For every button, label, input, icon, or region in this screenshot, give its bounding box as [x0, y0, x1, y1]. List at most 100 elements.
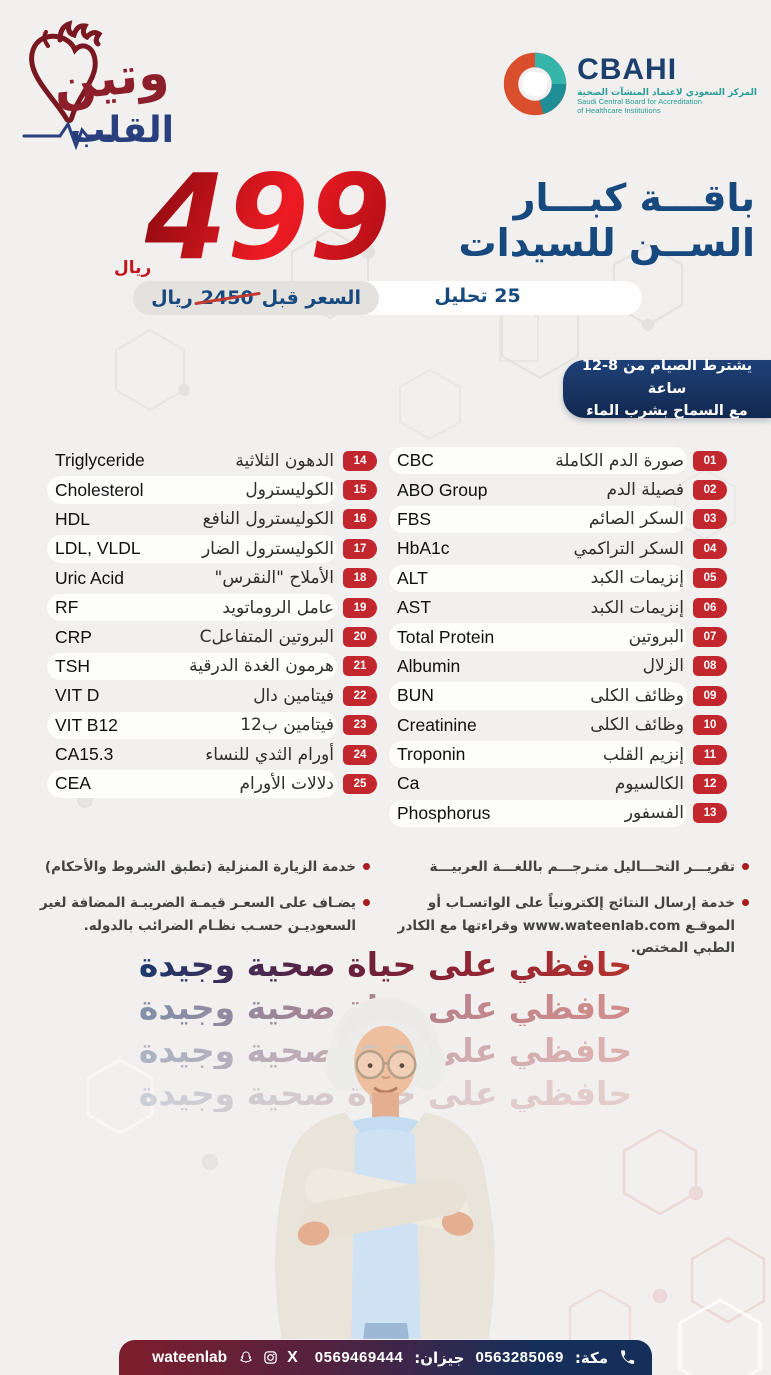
test-row: 05 إنزيمات الكبد ALT	[389, 564, 727, 593]
footer-contact-bar: مكة: 0563285069 جيزان: 0569469444 X wate…	[119, 1340, 652, 1375]
cbahi-name: CBAHI	[577, 52, 678, 86]
test-number-badge: 23	[343, 715, 377, 736]
fasting-line1: يشترط الصيام من 8-12 ساعة	[581, 358, 753, 397]
test-name-arabic: الفسفور	[624, 803, 684, 824]
fasting-line2: مع السماح بشرب الماء	[586, 403, 748, 420]
test-number-badge: 18	[343, 568, 377, 589]
test-name-english: Cholesterol	[55, 479, 144, 500]
wateen-alqalb-logo: وتين القلب	[22, 20, 174, 151]
test-row: 16 الكوليسترول النافع HDL	[55, 505, 377, 534]
test-row: 06 إنزيمات الكبد AST	[397, 593, 727, 622]
test-name-english: Troponin	[397, 744, 466, 765]
test-name-english: ALT	[397, 567, 428, 588]
tests-count-label: 25 تحليل	[434, 285, 521, 307]
heart-icon	[29, 20, 103, 123]
test-row: 22 فيتامين دال VIT D	[55, 681, 377, 710]
fasting-requirement-badge: يشترط الصيام من 8-12 ساعة مع السماح بشرب…	[563, 358, 771, 419]
package-title-line1: باقـــة كبـــار	[513, 176, 755, 220]
makkah-phone[interactable]: 0563285069	[475, 1349, 564, 1366]
notes-column-right: تقريـــر التحـــاليل متـرجـــم باللغـــة…	[377, 856, 749, 973]
test-row: 17 الكوليسترول الضار LDL, VLDL	[47, 534, 377, 563]
note-text: تقريـــر التحـــاليل متـرجـــم باللغـــة…	[429, 859, 735, 875]
test-row: 19 عامل الروماتويد RF	[47, 593, 377, 622]
snapchat-icon[interactable]	[238, 1350, 254, 1366]
test-name-english: LDL, VLDL	[55, 538, 141, 559]
bullet-dot-icon	[742, 863, 749, 870]
test-row: 04 السكر التراكمي HbA1c	[397, 534, 727, 563]
test-name-english: TSH	[55, 655, 90, 676]
bullet-dot-icon	[363, 899, 370, 907]
test-number-badge: 08	[693, 656, 727, 677]
test-name-english: Uric Acid	[55, 567, 125, 588]
test-name-english: Creatinine	[397, 714, 477, 735]
jizan-phone[interactable]: 0569469444	[314, 1349, 404, 1366]
test-name-english: Phosphorus	[397, 802, 491, 823]
test-name-english: HDL	[55, 508, 91, 529]
test-name-arabic: صورة الدم الكاملة	[555, 450, 684, 471]
bullet-dot-icon	[742, 899, 749, 907]
package-title-line2: الســن للسيدات	[458, 220, 756, 265]
svg-text:القلب: القلب	[69, 110, 174, 151]
test-number-badge: 10	[693, 715, 727, 736]
senior-woman-photo	[275, 997, 495, 1339]
test-name-arabic: فيتامين ب12	[240, 715, 334, 736]
note-text: خدمة الزيارة المنزلية (تطبق الشروط والأح…	[44, 859, 356, 875]
cbahi-logo: CBAHI المركز السعودي لاعتماد المنشآت الص…	[503, 52, 757, 116]
instagram-icon[interactable]	[263, 1350, 278, 1365]
test-name-arabic: فيتامين دال	[253, 685, 334, 706]
test-number-badge: 02	[693, 480, 727, 501]
test-name-english: Total Protein	[397, 626, 495, 647]
test-number-badge: 04	[693, 538, 727, 559]
test-name-arabic: إنزيم القلب	[602, 744, 684, 765]
test-number-badge: 09	[693, 685, 727, 706]
test-name-arabic: هرمون الغدة الدرقية	[189, 656, 334, 677]
test-number-badge: 11	[693, 744, 727, 765]
old-price-currency: ريال	[151, 287, 193, 309]
x-twitter-icon[interactable]: X	[287, 1348, 298, 1366]
test-number-badge: 01	[693, 450, 727, 471]
test-number-badge: 21	[343, 656, 377, 677]
test-number-badge: 25	[343, 773, 377, 794]
price-bar: 25 تحليل السعر قبل 2450 ريال	[133, 281, 642, 315]
note-text: يضـاف على السعـر قيمـة الضريبـة المضافة …	[39, 895, 356, 934]
makkah-label: مكة:	[574, 1348, 608, 1367]
note-text: خدمة إرسال النتائج إلكترونياً على الواتس…	[397, 895, 735, 956]
test-name-arabic: وظائف الكلى	[590, 685, 684, 706]
test-row: 15 الكوليسترول Cholesterol	[47, 475, 377, 505]
test-row: 11 إنزيم القلب Troponin	[389, 740, 727, 769]
test-name-arabic: إنزيمات الكبد	[590, 568, 684, 589]
test-name-arabic: الأملاح "النقرس"	[214, 568, 334, 589]
test-name-arabic: دلالات الأورام	[239, 773, 334, 794]
test-number-badge: 24	[343, 744, 377, 765]
test-name-arabic: الدهون الثلاثية	[235, 450, 334, 471]
test-name-arabic: الكوليسترول	[245, 480, 334, 501]
test-name-english: CBC	[397, 450, 434, 471]
test-name-arabic: البروتين المتفاعلC	[199, 627, 334, 648]
test-row: 08 الزلال Albumin	[397, 652, 727, 681]
test-row: 25 دلالات الأورام CEA	[47, 769, 377, 799]
test-name-english: VIT D	[55, 685, 100, 706]
test-row: 23 فيتامين ب12 VIT B12	[47, 711, 377, 740]
social-handle[interactable]: wateenlab	[152, 1348, 228, 1366]
phone-icon	[621, 1350, 635, 1364]
test-row: 18 الأملاح "النقرس" Uric Acid	[55, 564, 377, 593]
slogan-line: حافظي على حياة صحية وجيدة	[138, 945, 633, 984]
test-name-arabic: السكر الصائم	[588, 509, 684, 530]
test-name-english: BUN	[397, 685, 434, 706]
test-name-english: RF	[55, 597, 79, 618]
ecg-line-icon	[22, 120, 112, 151]
test-name-arabic: إنزيمات الكبد	[590, 597, 684, 618]
test-row: 24 أورام الثدي للنساء CA15.3	[55, 740, 377, 769]
test-name-arabic: أورام الثدي للنساء	[205, 744, 334, 765]
test-row: 01 صورة الدم الكاملة CBC	[389, 446, 727, 475]
test-number-badge: 13	[693, 803, 727, 824]
test-row: 21 هرمون الغدة الدرقية TSH	[47, 652, 377, 681]
test-row: 20 البروتين المتفاعلC CRP	[55, 622, 377, 651]
test-number-badge: 17	[343, 538, 377, 559]
test-row: 10 وظائف الكلى Creatinine	[397, 711, 727, 740]
svg-text:وتين: وتين	[51, 43, 172, 114]
test-row: 09 وظائف الكلى BUN	[389, 681, 727, 710]
test-name-english: Triglyceride	[55, 450, 145, 471]
test-row: 14 الدهون الثلاثية Triglyceride	[55, 446, 377, 475]
